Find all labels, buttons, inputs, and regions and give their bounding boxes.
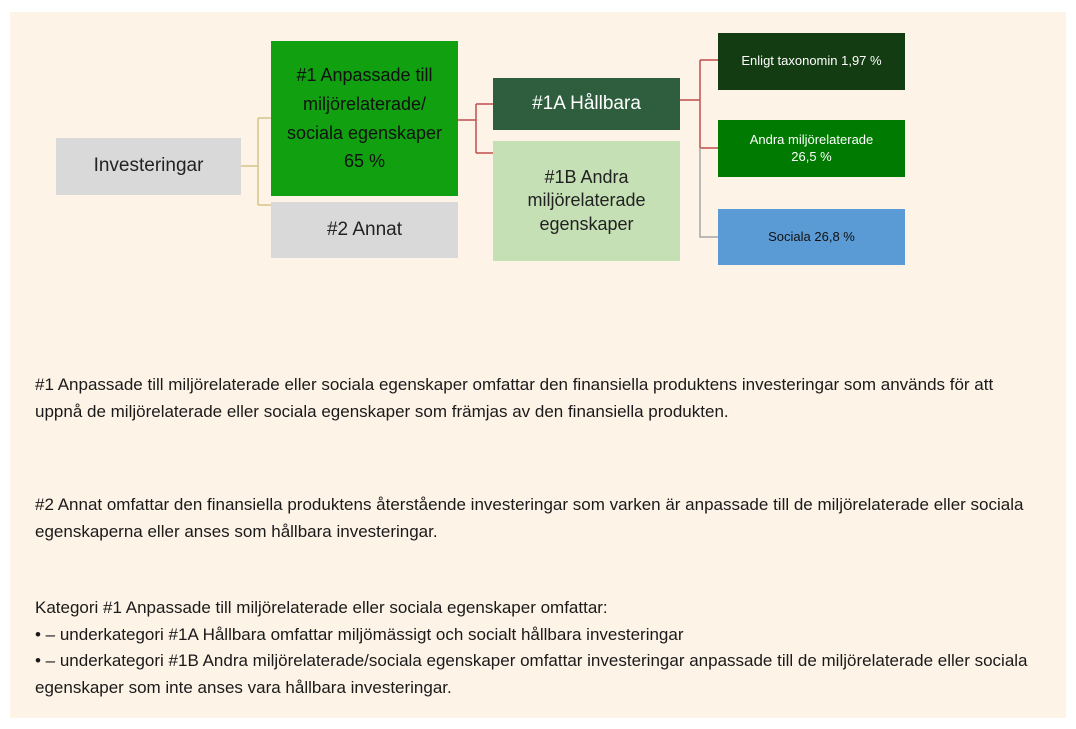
paragraph: Kategori #1 Anpassade till miljörelatera… xyxy=(35,598,608,617)
connector xyxy=(458,103,493,154)
bullet: • – underkategori #1A Hållbara omfattar … xyxy=(35,625,684,644)
node: #1B Andra miljörelaterade egenskaper xyxy=(493,141,680,261)
node: #1A Hållbara xyxy=(493,78,680,130)
connector xyxy=(241,117,271,206)
connector xyxy=(699,148,718,238)
node: Enligt taxonomin 1,97 % xyxy=(718,33,905,90)
node: Andra miljörelaterade 26,5 % xyxy=(718,120,905,177)
node: Investeringar xyxy=(56,138,241,195)
bullet: • – underkategori #1B Andra miljörelater… xyxy=(35,651,1028,697)
connector xyxy=(680,59,718,149)
paragraph: #1 Anpassade till miljörelaterade eller … xyxy=(35,375,994,421)
paragraph: #2 Annat omfattar den finansiella produk… xyxy=(35,495,1024,541)
node: Sociala 26,8 % xyxy=(718,209,905,265)
node: #2 Annat xyxy=(271,202,458,258)
node: #1 Anpassade till miljörelaterade/ socia… xyxy=(271,41,458,196)
